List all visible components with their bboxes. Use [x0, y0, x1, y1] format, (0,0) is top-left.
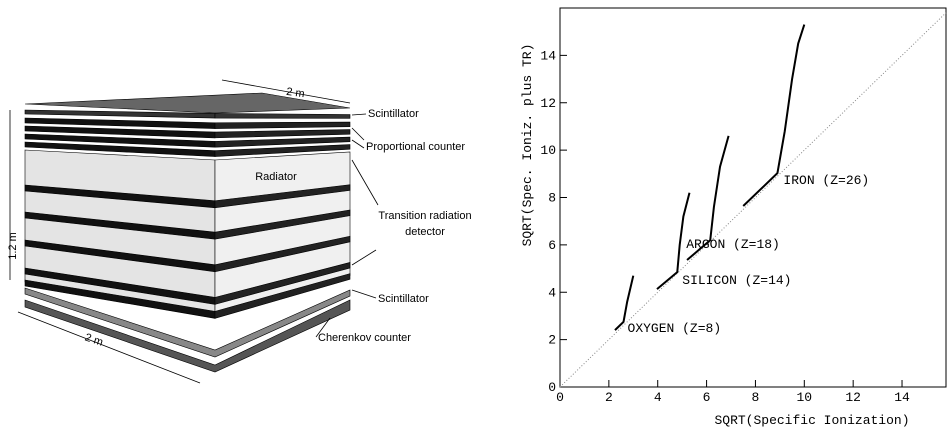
- scintillator-plate: [24, 287, 351, 358]
- detector-shapes: [9, 79, 379, 384]
- leader-line: [315, 317, 331, 338]
- dimension-label: 1.2 m: [7, 232, 19, 260]
- component-label: Cherenkov counter: [318, 332, 411, 344]
- component-label: Radiator: [255, 171, 297, 183]
- proportional-layer: [214, 129, 351, 139]
- dimension-label: 2 m: [285, 86, 305, 100]
- series-line: [656, 192, 691, 290]
- y-tick-label: 10: [540, 143, 556, 158]
- y-tick-label: 2: [548, 333, 556, 348]
- y-tick-label: 14: [540, 48, 556, 63]
- series-label: IRON (Z=26): [783, 173, 869, 188]
- detector-layer: [214, 235, 351, 273]
- reference-diagonal: [559, 12, 947, 388]
- x-axis-label: SQRT(Specific Ionization): [714, 413, 909, 428]
- leader-line: [351, 159, 379, 206]
- x-tick-label: 2: [605, 390, 613, 405]
- y-tick-label: 6: [548, 238, 556, 253]
- component-label: Transition radiation: [378, 210, 471, 222]
- leader-line: [351, 113, 367, 116]
- x-tick-label: 12: [845, 390, 861, 405]
- x-tick-label: 0: [556, 390, 564, 405]
- y-tick-label: 0: [548, 380, 556, 395]
- x-tick-label: 10: [796, 390, 812, 405]
- proportional-layer: [214, 121, 351, 129]
- dimension-label: 2 m: [83, 332, 104, 349]
- dimension-line: [17, 311, 201, 384]
- series-label: SILICON (Z=14): [682, 273, 791, 288]
- series-line: [742, 24, 806, 207]
- series-line: [614, 275, 635, 331]
- y-tick-label: 8: [548, 191, 556, 206]
- detector-layer: [214, 209, 351, 240]
- cherenkov-plate: [24, 299, 351, 373]
- top-scintillator: [24, 92, 351, 114]
- detector-diagram: 2 m 1.2 m 2 m Scintillator Proportional …: [7, 79, 472, 384]
- x-tick-label: 4: [654, 390, 662, 405]
- series-line: [686, 135, 730, 261]
- top-scintillator: [214, 113, 351, 119]
- series-label: ARGON (Z=18): [686, 237, 780, 252]
- component-label: Scintillator: [378, 293, 429, 305]
- x-tick-label: 14: [894, 390, 910, 405]
- x-tick-label: 6: [703, 390, 711, 405]
- x-tick-label: 8: [752, 390, 760, 405]
- proportional-layer: [214, 144, 351, 157]
- y-tick-label: 12: [540, 96, 556, 111]
- y-axis-label: SQRT(Spec. Ioniz. plus TR): [520, 44, 535, 247]
- component-label: Scintillator: [368, 108, 419, 120]
- leader-line: [351, 139, 365, 149]
- proportional-layer: [214, 136, 351, 148]
- leader-line: [351, 249, 377, 266]
- series-label: OXYGEN (Z=8): [628, 321, 722, 336]
- detector-layer: [214, 184, 351, 209]
- y-tick-label: 4: [548, 285, 556, 300]
- chart: 0 2 4 6 8 10 12 14 0 2 4 6 8 10 12 14 SQRT(Specific Ioni…: [520, 7, 947, 428]
- detector-layer: [214, 273, 351, 319]
- dimension-line: [221, 79, 351, 104]
- leader-line: [351, 289, 377, 299]
- detector-layer: [214, 262, 351, 305]
- component-label: detector: [405, 226, 445, 238]
- component-label: Proportional counter: [366, 141, 465, 153]
- leader-line: [351, 127, 365, 141]
